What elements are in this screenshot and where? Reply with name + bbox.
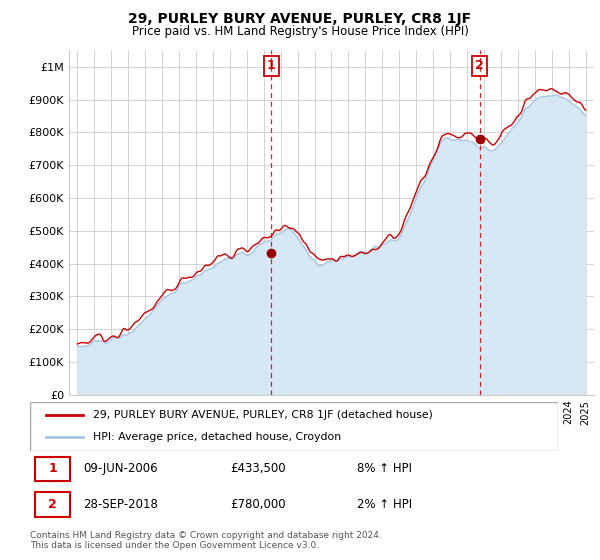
Text: 09-JUN-2006: 09-JUN-2006 xyxy=(83,463,157,475)
Text: Price paid vs. HM Land Registry's House Price Index (HPI): Price paid vs. HM Land Registry's House … xyxy=(131,25,469,38)
Text: Contains HM Land Registry data © Crown copyright and database right 2024.
This d: Contains HM Land Registry data © Crown c… xyxy=(30,531,382,550)
Text: 8% ↑ HPI: 8% ↑ HPI xyxy=(358,463,412,475)
Text: 1: 1 xyxy=(267,59,275,72)
FancyBboxPatch shape xyxy=(35,492,70,517)
Text: 29, PURLEY BURY AVENUE, PURLEY, CR8 1JF (detached house): 29, PURLEY BURY AVENUE, PURLEY, CR8 1JF … xyxy=(94,410,433,420)
Text: HPI: Average price, detached house, Croydon: HPI: Average price, detached house, Croy… xyxy=(94,432,341,442)
Text: 2: 2 xyxy=(475,59,484,72)
FancyBboxPatch shape xyxy=(30,402,558,451)
Text: 1: 1 xyxy=(49,463,57,475)
Text: 29, PURLEY BURY AVENUE, PURLEY, CR8 1JF: 29, PURLEY BURY AVENUE, PURLEY, CR8 1JF xyxy=(128,12,472,26)
Text: 2% ↑ HPI: 2% ↑ HPI xyxy=(358,498,412,511)
Text: £433,500: £433,500 xyxy=(230,463,286,475)
Text: 2: 2 xyxy=(49,498,57,511)
FancyBboxPatch shape xyxy=(35,456,70,481)
Text: 28-SEP-2018: 28-SEP-2018 xyxy=(83,498,158,511)
Text: £780,000: £780,000 xyxy=(230,498,286,511)
